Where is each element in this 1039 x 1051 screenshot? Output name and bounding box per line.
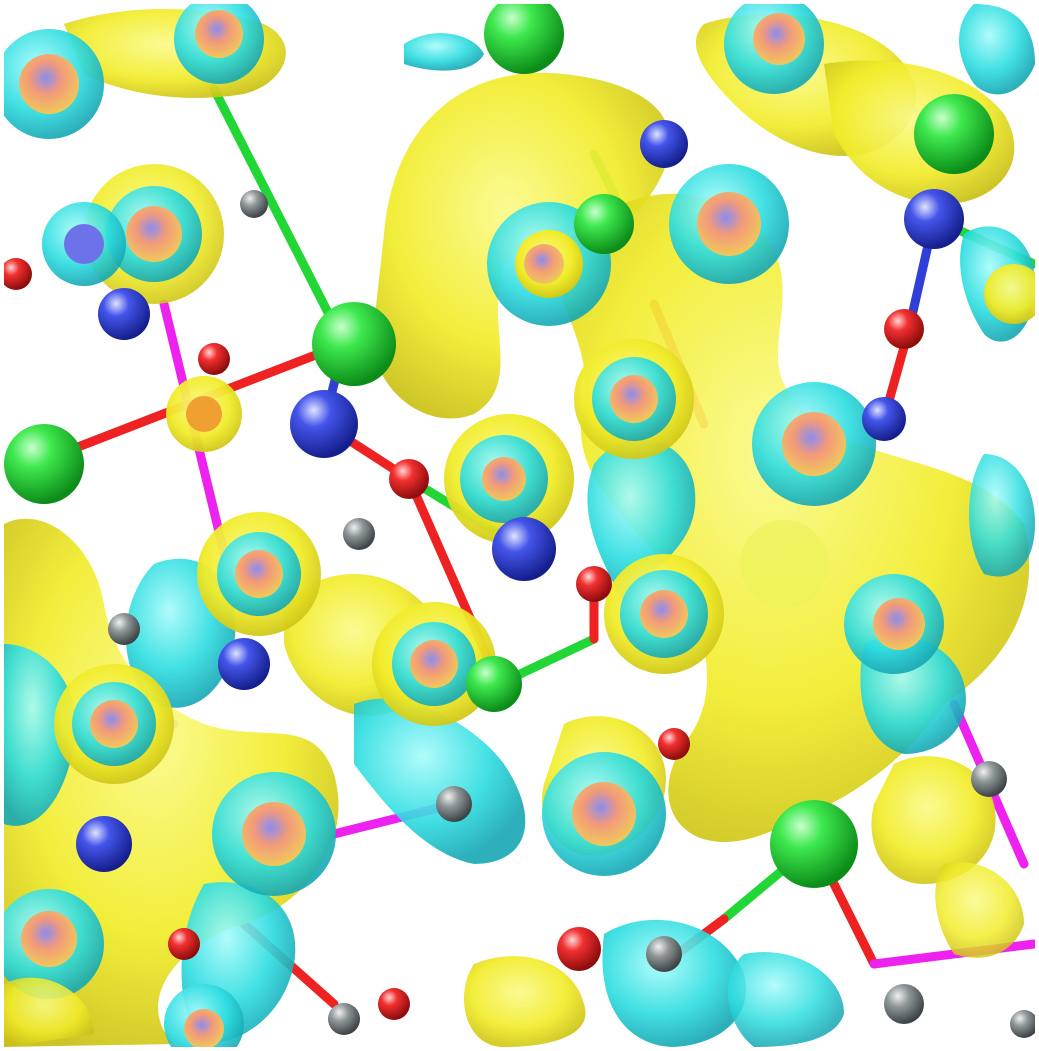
atom-green	[574, 194, 634, 254]
orbital-cluster	[604, 554, 724, 674]
atom-blue	[904, 189, 964, 249]
orbital-cluster	[669, 164, 789, 284]
charge-density-isosurface-render	[4, 4, 1035, 1047]
atom-green	[484, 4, 564, 74]
orbital-cluster	[212, 772, 336, 896]
foreground-isosurface-overlay	[4, 454, 1035, 1047]
atom-gray	[971, 761, 1007, 797]
atom-gray	[646, 936, 682, 972]
atom-blue	[218, 638, 270, 690]
atom-red	[557, 927, 601, 971]
atom-red	[198, 343, 230, 375]
atom-red	[389, 459, 429, 499]
orbital-cluster	[444, 414, 574, 544]
atom-orbital-clusters	[4, 4, 1035, 1047]
orbital-cluster	[84, 164, 224, 304]
orbital-cluster	[984, 264, 1035, 324]
orbital-cluster	[724, 4, 824, 94]
atom-gray	[884, 984, 924, 1024]
atom-gray	[436, 786, 472, 822]
orbital-cluster	[197, 512, 321, 636]
orbital-cluster	[42, 202, 126, 286]
atom-red	[168, 928, 200, 960]
atom-blue	[862, 397, 906, 441]
orbital-cluster	[542, 752, 666, 876]
atom-red	[884, 309, 924, 349]
orbital-cluster	[174, 4, 264, 84]
atom-gray	[108, 613, 140, 645]
atom-gray	[240, 190, 268, 218]
atom-red	[576, 566, 612, 602]
orbital-cluster	[372, 602, 496, 726]
orbital-cluster	[4, 889, 104, 999]
atom-red	[378, 988, 410, 1020]
electron-depletion-isosurface	[4, 4, 1035, 1047]
orbital-cluster	[844, 574, 944, 674]
atom-green	[466, 656, 522, 712]
orbital-cluster	[54, 664, 174, 784]
atom-green-submerged	[740, 520, 828, 608]
atom-gray	[1010, 1010, 1035, 1038]
atom-red	[658, 728, 690, 760]
orbital-cluster	[164, 984, 244, 1047]
atom-gray	[343, 518, 375, 550]
atom-gray	[328, 1003, 360, 1035]
atom-green	[4, 424, 84, 504]
orbital-cluster	[752, 382, 876, 506]
atom-green	[312, 302, 396, 386]
atom-red	[4, 258, 32, 290]
atom-green	[914, 94, 994, 174]
atoms	[4, 4, 1035, 1038]
atom-blue	[98, 288, 150, 340]
atom-blue	[76, 816, 132, 872]
orbital-cluster	[166, 376, 242, 452]
atom-blue	[640, 120, 688, 168]
atom-blue	[492, 517, 556, 581]
orbital-cluster	[4, 29, 104, 139]
orbital-cluster	[574, 339, 694, 459]
atom-green	[770, 800, 858, 888]
atom-blue	[290, 390, 358, 458]
